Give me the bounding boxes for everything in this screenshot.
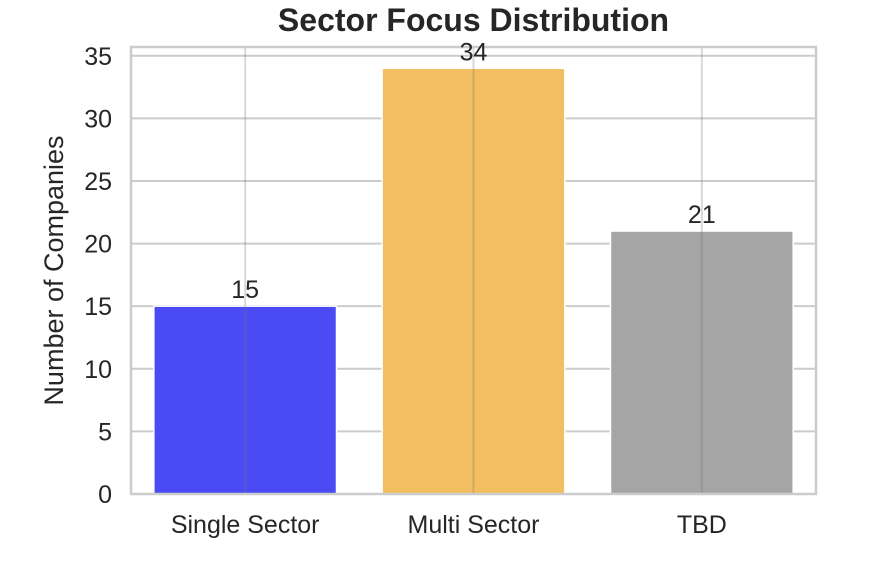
y-axis-label: Number of Companies — [39, 135, 69, 405]
data-label: 15 — [231, 276, 259, 304]
x-tick-label: Single Sector — [171, 511, 320, 539]
y-tick-label: 0 — [98, 481, 112, 509]
data-label: 21 — [688, 201, 716, 229]
bar-single-sector — [153, 305, 338, 495]
x-tick-labels: Single Sector Multi Sector TBD — [171, 511, 727, 539]
y-tick-label: 20 — [84, 231, 112, 259]
data-labels: 15 34 21 — [231, 38, 715, 304]
chart-title: Sector Focus Distribution — [278, 2, 669, 38]
data-label: 34 — [460, 38, 488, 66]
y-tick-label: 10 — [84, 356, 112, 384]
plot-frame — [129, 45, 818, 496]
y-tick-label: 5 — [98, 418, 112, 446]
y-tick-label: 15 — [84, 293, 112, 321]
bar-multi-sector — [381, 67, 566, 495]
y-tick-label: 35 — [84, 43, 112, 71]
bars — [153, 67, 794, 495]
x-tick-label: Multi Sector — [408, 511, 540, 539]
bar-tbd — [609, 230, 794, 495]
y-tick-label: 25 — [84, 168, 112, 196]
y-tick-labels: 0 5 10 15 20 25 30 35 — [84, 43, 112, 509]
y-tick-label: 30 — [84, 105, 112, 133]
vertical-grid-lines — [244, 47, 703, 494]
x-tick-label: TBD — [677, 511, 727, 539]
